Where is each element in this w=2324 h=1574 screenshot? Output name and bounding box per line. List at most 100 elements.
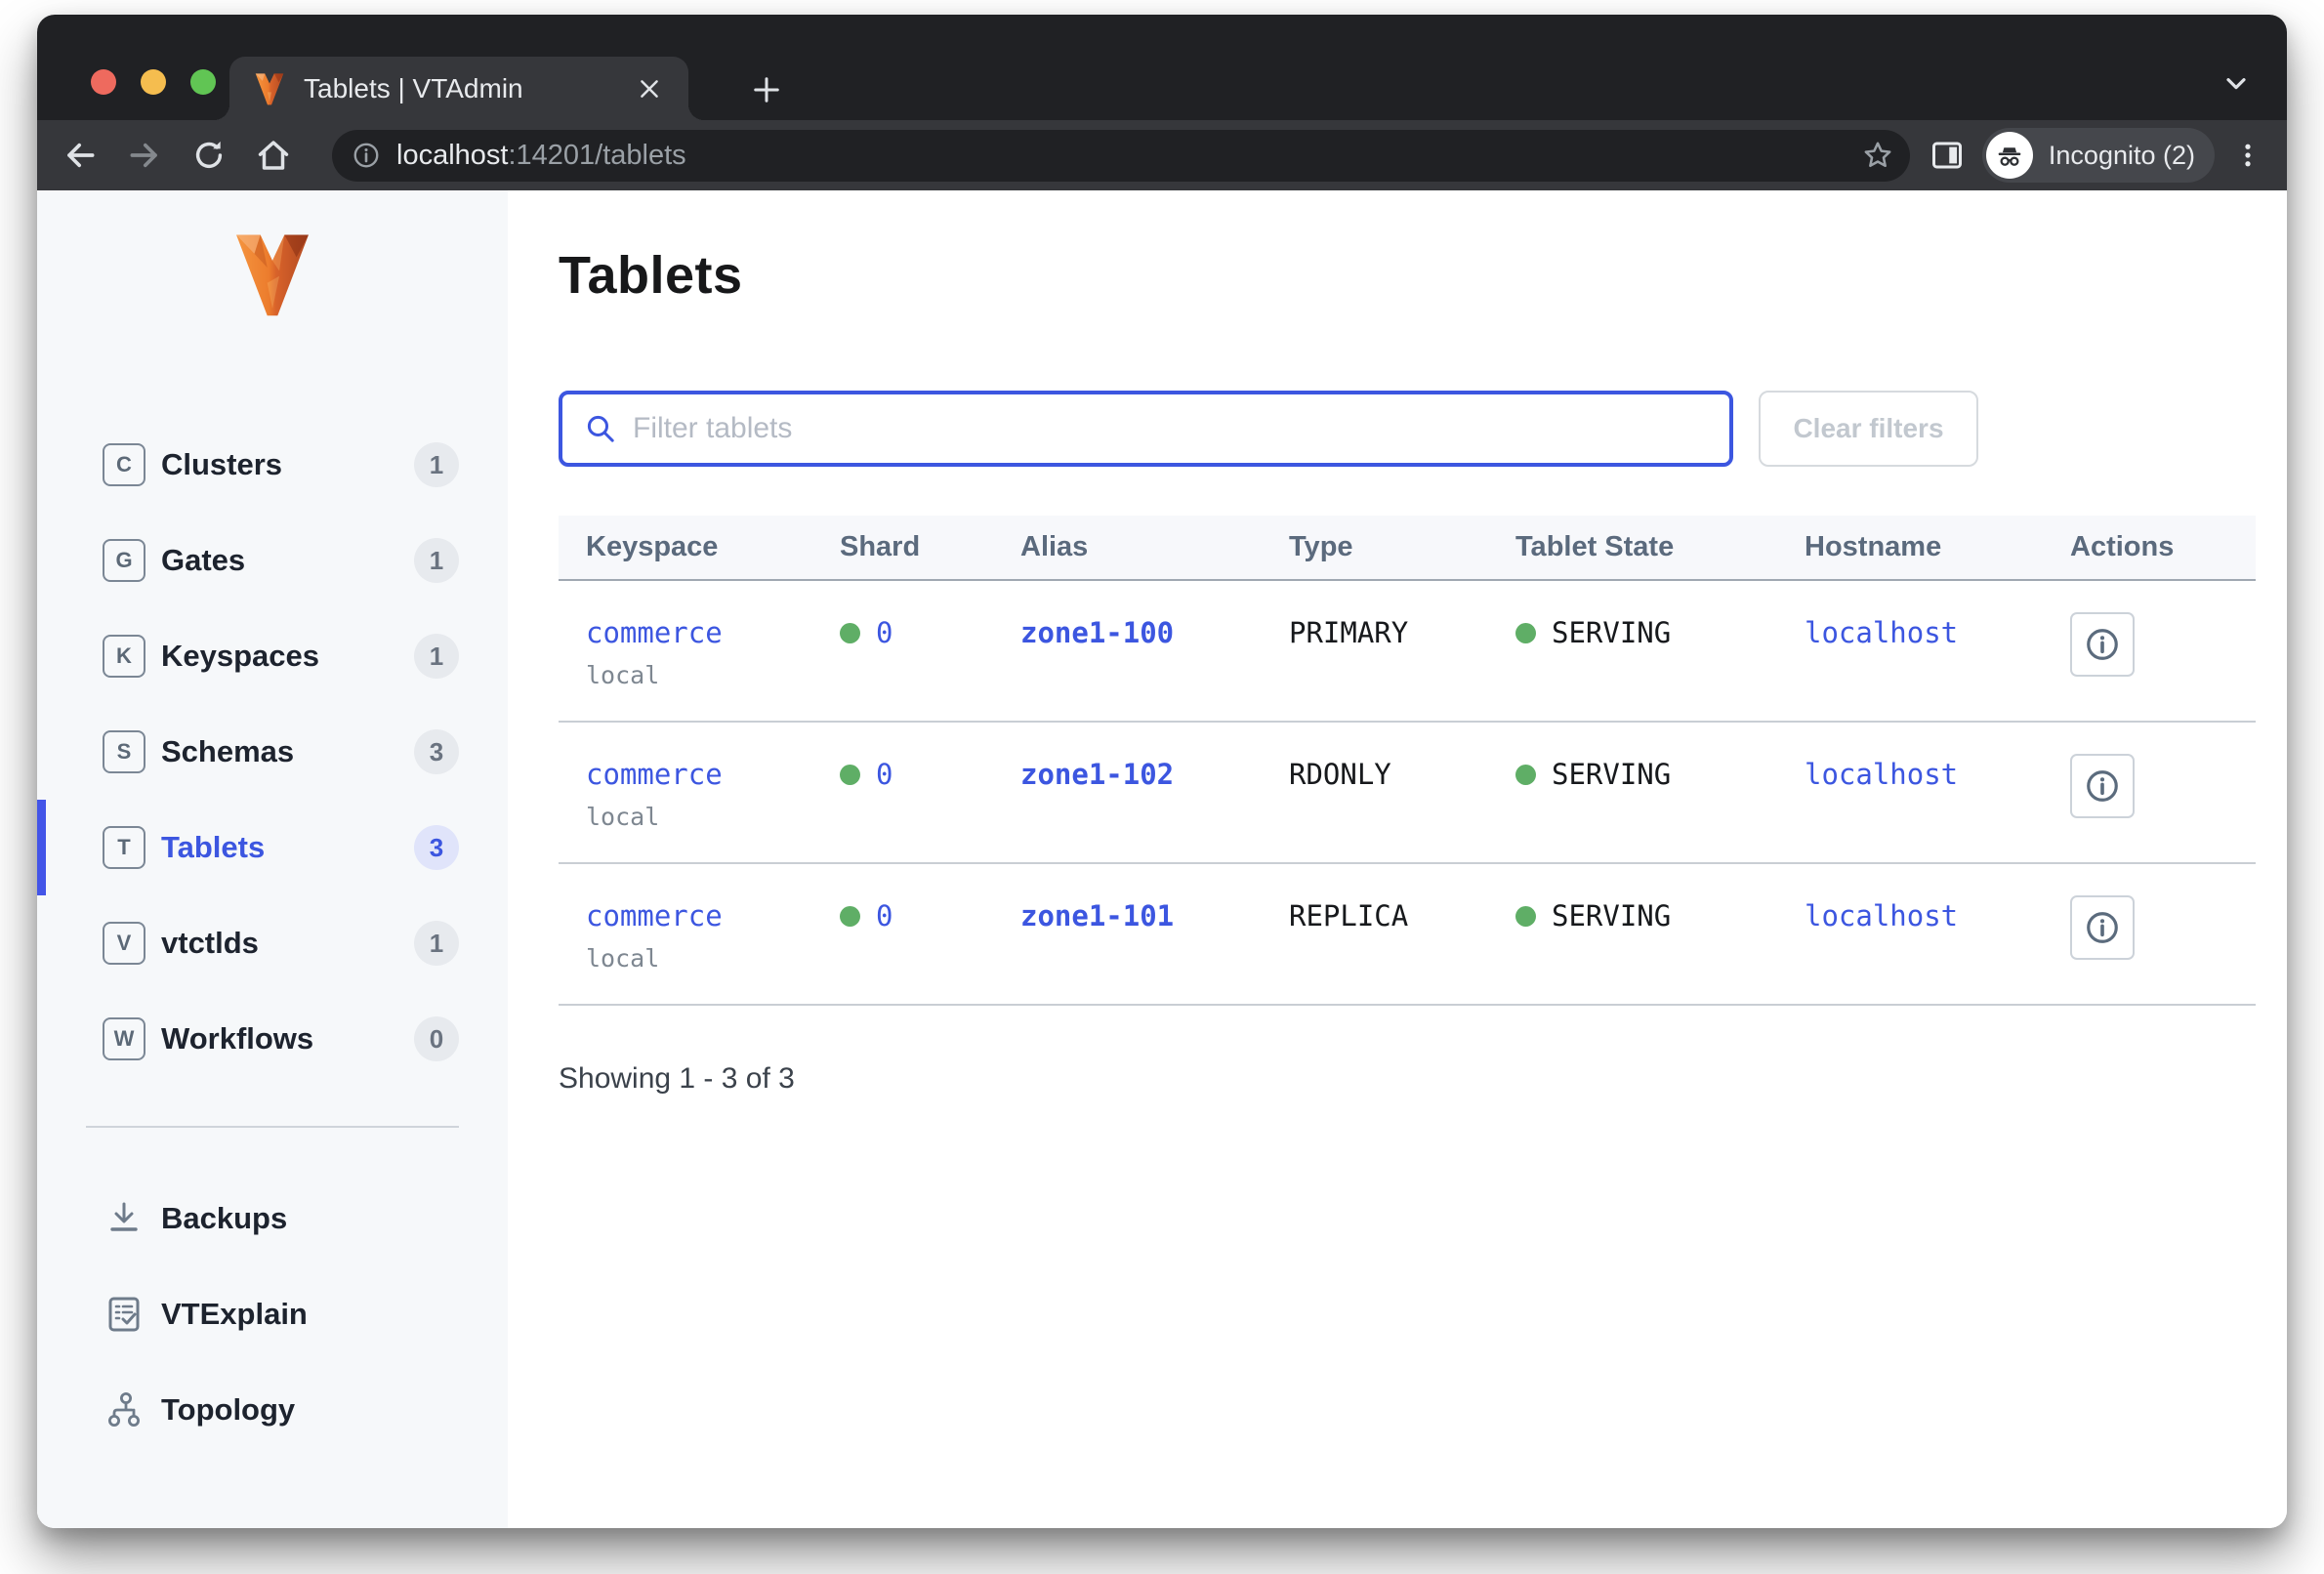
keyspace-cell: commerce local <box>559 581 812 721</box>
forward-button[interactable] <box>123 134 166 177</box>
site-info-icon[interactable] <box>352 141 381 170</box>
info-icon <box>2087 912 2118 943</box>
tablet-state: SERVING <box>1552 758 1672 791</box>
url-bar[interactable]: localhost:14201/tablets <box>332 129 1910 182</box>
keyspaces-letter-icon: K <box>103 635 145 678</box>
column-header-actions: Actions <box>2070 531 2175 562</box>
sidebar-item-backups[interactable]: Backups <box>37 1171 508 1266</box>
minimize-window-button[interactable] <box>141 69 166 95</box>
count-badge: 1 <box>414 538 459 583</box>
cluster-label: local <box>586 944 660 973</box>
tablet-info-button[interactable] <box>2070 754 2135 818</box>
sidebar-item-topology[interactable]: Topology <box>37 1362 508 1458</box>
actions-cell <box>2043 723 2256 862</box>
column-header-alias: Alias <box>1020 531 1089 562</box>
keyspace-link[interactable]: commerce <box>586 899 723 932</box>
tab-search-chevron-icon[interactable] <box>2215 62 2258 104</box>
browser-tab[interactable]: Tablets | VTAdmin <box>214 57 704 120</box>
count-badge: 1 <box>414 442 459 487</box>
sidebar-item-vtctlds[interactable]: V vtctlds 1 <box>37 895 508 991</box>
shard-link[interactable]: 0 <box>876 758 893 791</box>
actions-cell <box>2043 581 2256 721</box>
browser-window: Tablets | VTAdmin <box>37 15 2287 1528</box>
sidebar-tools: Backups VTExplain <box>37 1171 508 1458</box>
state-cell: SERVING <box>1488 723 1777 862</box>
keyspace-cell: commerce local <box>559 864 812 1004</box>
shard-cell: 0 <box>812 864 993 1004</box>
hostname-link[interactable]: localhost <box>1805 899 1959 932</box>
filter-tablets-input[interactable] <box>633 412 1708 445</box>
reload-button[interactable] <box>187 134 230 177</box>
shard-link[interactable]: 0 <box>876 899 893 932</box>
alias-cell: zone1-102 <box>993 723 1262 862</box>
column-header-tablet-state: Tablet State <box>1515 531 1675 562</box>
type-cell: PRIMARY <box>1262 581 1488 721</box>
url-text[interactable]: localhost:14201/tablets <box>396 140 1861 172</box>
incognito-label: Incognito (2) <box>2048 140 2195 170</box>
tablet-info-button[interactable] <box>2070 895 2135 960</box>
shard-serving-dot <box>840 622 860 643</box>
sidebar-item-label: VTExplain <box>161 1297 308 1331</box>
count-badge: 1 <box>414 634 459 679</box>
column-header-type: Type <box>1289 531 1353 562</box>
tab-close-icon[interactable] <box>630 69 669 108</box>
hostname-link[interactable]: localhost <box>1805 616 1959 649</box>
download-icon <box>110 1202 138 1231</box>
info-icon <box>2087 629 2118 660</box>
sidebar-item-clusters[interactable]: C Clusters 1 <box>37 417 508 513</box>
back-button[interactable] <box>59 134 102 177</box>
sidebar-item-label: Schemas <box>161 734 295 768</box>
keyspace-link[interactable]: commerce <box>586 616 723 649</box>
schemas-letter-icon: S <box>103 730 145 773</box>
filter-input-wrapper <box>559 391 1733 467</box>
tablets-letter-icon: T <box>103 826 145 869</box>
tablet-state: SERVING <box>1552 899 1672 932</box>
profile-badge[interactable]: Incognito (2) <box>1981 128 2215 183</box>
state-cell: SERVING <box>1488 581 1777 721</box>
hostname-cell: localhost <box>1777 581 2043 721</box>
table-row: commerce local 0 zone1-100 PRIMARY <box>559 581 2256 723</box>
table-row: commerce local 0 zone1-102 RDONLY <box>559 723 2256 864</box>
sidebar-item-label: vtctlds <box>161 926 259 960</box>
sidebar-item-label: Clusters <box>161 447 283 481</box>
pagination-status: Showing 1 - 3 of 3 <box>559 1062 795 1095</box>
tablet-type: PRIMARY <box>1289 616 1409 649</box>
side-panel-icon[interactable] <box>1926 134 1969 177</box>
alias-link[interactable]: zone1-102 <box>1020 758 1175 791</box>
hostname-link[interactable]: localhost <box>1805 758 1959 791</box>
sidebar-item-vtexplain[interactable]: VTExplain <box>37 1266 508 1362</box>
sidebar-item-gates[interactable]: G Gates 1 <box>37 513 508 608</box>
shard-cell: 0 <box>812 581 993 721</box>
alias-link[interactable]: zone1-101 <box>1020 899 1175 932</box>
home-button[interactable] <box>252 134 295 177</box>
vitess-logo <box>236 234 309 316</box>
count-badge: 3 <box>414 729 459 774</box>
browser-menu-icon[interactable] <box>2226 134 2269 177</box>
sidebar-item-label: Tablets <box>161 830 266 864</box>
count-badge: 1 <box>414 921 459 966</box>
shard-serving-dot <box>840 905 860 927</box>
sidebar-item-schemas[interactable]: S Schemas 3 <box>37 704 508 800</box>
shard-link[interactable]: 0 <box>876 616 893 649</box>
alias-link[interactable]: zone1-100 <box>1020 616 1175 649</box>
type-cell: RDONLY <box>1262 723 1488 862</box>
keyspace-link[interactable]: commerce <box>586 758 723 791</box>
new-tab-button[interactable] <box>742 65 791 114</box>
tablet-state: SERVING <box>1552 616 1672 649</box>
sidebar-item-keyspaces[interactable]: K Keyspaces 1 <box>37 608 508 704</box>
sidebar-item-label: Backups <box>161 1201 288 1235</box>
tablet-info-button[interactable] <box>2070 612 2135 677</box>
zoom-window-button[interactable] <box>190 69 216 95</box>
actions-cell <box>2043 864 2256 1004</box>
clear-filters-button[interactable]: Clear filters <box>1759 391 1978 467</box>
browser-toolbar: localhost:14201/tablets <box>37 120 2287 190</box>
state-cell: SERVING <box>1488 864 1777 1004</box>
close-window-button[interactable] <box>91 69 116 95</box>
url-path: :14201/tablets <box>508 139 686 171</box>
tablet-type: RDONLY <box>1289 758 1391 791</box>
sidebar-item-tablets[interactable]: T Tablets 3 <box>37 800 508 895</box>
sidebar-item-workflows[interactable]: W Workflows 0 <box>37 991 508 1087</box>
main-panel: Tablets Clear filters Keyspace Shar <box>508 190 2287 1528</box>
bookmark-star-icon[interactable] <box>1861 139 1894 172</box>
